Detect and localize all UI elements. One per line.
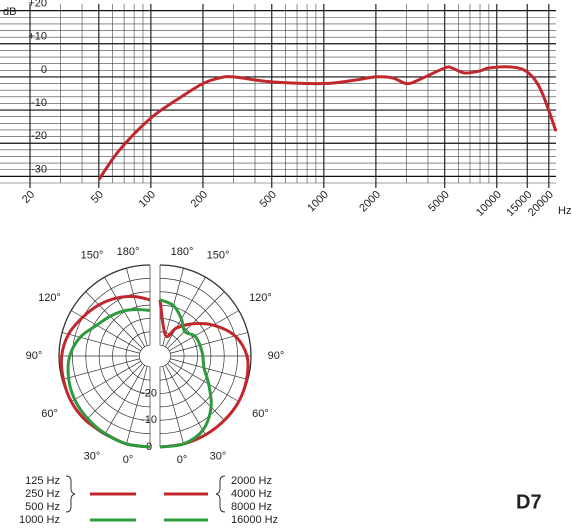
spoke-grid <box>162 366 184 444</box>
angle-label: 90° <box>268 350 285 362</box>
x-tick-label: 2000 <box>357 189 383 215</box>
spoke-grid <box>170 358 248 380</box>
spoke-grid <box>167 363 225 421</box>
legend-brace <box>65 475 76 513</box>
legend-label: 125 Hz <box>25 475 60 487</box>
angle-label: 120° <box>38 292 61 304</box>
angle-label: 150° <box>207 249 230 261</box>
angle-label: 0° <box>177 454 188 466</box>
legend-label: 250 Hz <box>25 488 60 500</box>
polar-curve <box>66 307 151 449</box>
x-tick-label: 500 <box>257 189 278 210</box>
y-tick-label: 0 <box>41 64 47 76</box>
polar-curve <box>159 298 213 449</box>
x-axis-label: Hz <box>558 205 571 217</box>
minor-ring-grid <box>159 344 171 368</box>
spoke-grid <box>165 365 206 435</box>
angle-label: 0° <box>123 454 134 466</box>
model-title: D7 <box>516 491 542 513</box>
radial-tick-label: -10 <box>141 414 157 426</box>
spoke-grid <box>169 361 239 402</box>
spoke-grid <box>104 365 145 435</box>
y-tick-label: -20 <box>31 130 47 142</box>
angle-label: 150° <box>81 249 104 261</box>
spoke-grid <box>85 291 143 349</box>
spoke-grid <box>62 332 140 354</box>
spoke-grid <box>85 363 143 421</box>
y-axis-label: dB <box>3 6 16 18</box>
radial-tick-label: -20 <box>141 387 157 399</box>
spoke-grid <box>126 366 148 444</box>
angle-label: 120° <box>249 292 272 304</box>
legend-label: 16000 Hz <box>231 514 278 526</box>
x-tick-label: 100 <box>137 189 158 210</box>
polar-curve <box>158 299 250 449</box>
angle-label: 180° <box>117 246 140 258</box>
y-tick-label: -10 <box>31 97 47 109</box>
x-tick-label: 10000 <box>474 189 504 219</box>
response-curve <box>97 65 558 181</box>
x-tick-label: 5000 <box>426 189 452 215</box>
y-tick-label: +20 <box>28 0 47 10</box>
spoke-grid <box>62 358 140 380</box>
angle-label: 90° <box>26 350 43 362</box>
legend-label: 1000 Hz <box>19 514 60 526</box>
spoke-grid <box>126 268 148 346</box>
x-tick-label: 50 <box>89 189 106 206</box>
angle-label: 30° <box>210 450 227 462</box>
y-tick-label: -30 <box>31 163 47 175</box>
minor-ring-grid <box>139 344 151 368</box>
legend-label: 2000 Hz <box>231 475 272 487</box>
angle-label: 60° <box>252 408 269 420</box>
spoke-grid <box>71 361 141 402</box>
legend-label: 8000 Hz <box>231 501 272 513</box>
x-tick-label: 200 <box>189 189 210 210</box>
angle-label: 180° <box>171 246 194 258</box>
x-tick-label: 20 <box>20 189 37 206</box>
legend-label: 500 Hz <box>25 501 60 513</box>
spoke-grid <box>167 291 225 349</box>
y-tick-label: +10 <box>28 31 47 43</box>
angle-label: 60° <box>41 408 58 420</box>
spoke-grid <box>165 277 206 347</box>
legend-label: 4000 Hz <box>231 488 272 500</box>
legend-brace <box>215 475 226 513</box>
angle-label: 30° <box>84 450 101 462</box>
x-tick-label: 1000 <box>305 189 331 215</box>
spoke-grid <box>169 310 239 351</box>
